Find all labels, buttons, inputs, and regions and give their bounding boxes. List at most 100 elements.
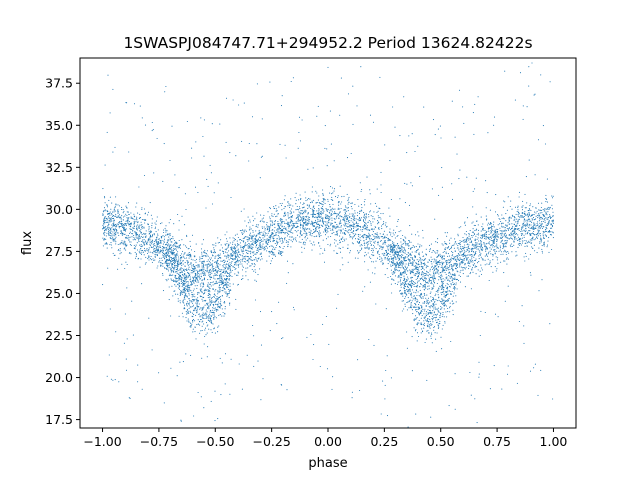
data-point: [236, 255, 238, 257]
data-point: [187, 253, 189, 255]
data-point: [546, 246, 548, 248]
data-point: [497, 247, 499, 249]
data-point: [427, 297, 430, 299]
data-point: [339, 229, 342, 231]
data-point: [247, 222, 249, 224]
data-point: [390, 234, 392, 236]
data-point: [535, 218, 537, 220]
data-point: [364, 225, 366, 227]
data-point: [256, 249, 258, 252]
data-point: [421, 245, 423, 247]
data-point: [364, 244, 366, 246]
data-point: [457, 245, 459, 247]
data-point: [314, 222, 316, 224]
data-point: [523, 218, 525, 220]
data-point: [412, 272, 415, 274]
data-point: [459, 262, 461, 264]
data-point: [281, 255, 283, 257]
data-point: [228, 275, 230, 277]
data-point: [271, 225, 273, 227]
data-point: [520, 234, 523, 237]
data-point: [105, 228, 107, 230]
data-point: [181, 267, 183, 270]
data-point: [163, 241, 165, 243]
data-point: [221, 269, 223, 271]
data-point: [405, 237, 407, 239]
data-point: [150, 214, 152, 216]
data-point: [253, 251, 255, 253]
data-point: [410, 254, 412, 256]
data-point: [365, 228, 367, 230]
data-point: [549, 215, 551, 217]
data-point: [277, 235, 279, 237]
data-point: [384, 243, 386, 245]
data-point: [526, 219, 528, 221]
data-point: [478, 261, 480, 263]
data-point: [244, 261, 246, 263]
data-point: [180, 280, 182, 283]
data-point: [269, 208, 271, 210]
data-point: [459, 246, 462, 248]
data-point: [123, 223, 125, 225]
data-point: [207, 266, 209, 268]
data-point: [410, 262, 412, 264]
data-point: [237, 263, 239, 265]
data-point: [210, 257, 212, 259]
data-point: [276, 242, 278, 244]
data-point: [524, 193, 526, 195]
data-point: [504, 233, 506, 235]
data-point: [295, 240, 298, 242]
data-point: [434, 282, 436, 284]
data-point: [251, 235, 253, 237]
data-point: [534, 211, 536, 213]
data-point: [327, 231, 329, 233]
data-point: [485, 207, 487, 209]
data-point: [307, 197, 310, 200]
data-point: [199, 260, 201, 262]
data-point: [228, 266, 230, 268]
data-point: [503, 200, 505, 202]
data-point: [518, 229, 520, 232]
data-point: [267, 228, 269, 230]
data-point: [471, 236, 473, 238]
data-point: [474, 244, 476, 246]
data-point: [492, 236, 494, 238]
data-point: [296, 205, 298, 208]
data-point: [501, 217, 503, 219]
data-point: [539, 233, 541, 235]
data-point: [123, 210, 125, 212]
data-point: [166, 248, 168, 250]
data-point: [131, 217, 133, 219]
data-point: [384, 235, 386, 237]
data-point: [217, 242, 219, 244]
data-point: [135, 236, 137, 238]
data-point: [496, 233, 498, 235]
data-point: [318, 234, 320, 236]
data-point: [257, 226, 259, 228]
data-point: [364, 219, 367, 221]
data-point: [150, 230, 152, 232]
data-point: [354, 215, 356, 217]
data-point: [151, 222, 153, 224]
data-point: [529, 205, 531, 207]
data-point: [266, 260, 268, 262]
data-point: [249, 219, 251, 221]
data-point: [465, 256, 467, 259]
data-point: [421, 259, 423, 261]
data-point: [267, 211, 269, 213]
data-point: [102, 237, 104, 239]
data-point: [120, 231, 123, 233]
data-point: [283, 199, 285, 201]
data-point: [536, 214, 538, 216]
data-point: [103, 217, 106, 219]
data-point: [412, 258, 414, 261]
data-point: [541, 212, 543, 214]
data-point: [242, 275, 244, 277]
data-point: [538, 217, 541, 219]
data-point: [532, 233, 535, 235]
data-point: [229, 247, 232, 249]
data-point: [276, 215, 278, 217]
data-point: [485, 237, 487, 239]
data-point: [267, 240, 270, 242]
data-point: [476, 233, 478, 235]
